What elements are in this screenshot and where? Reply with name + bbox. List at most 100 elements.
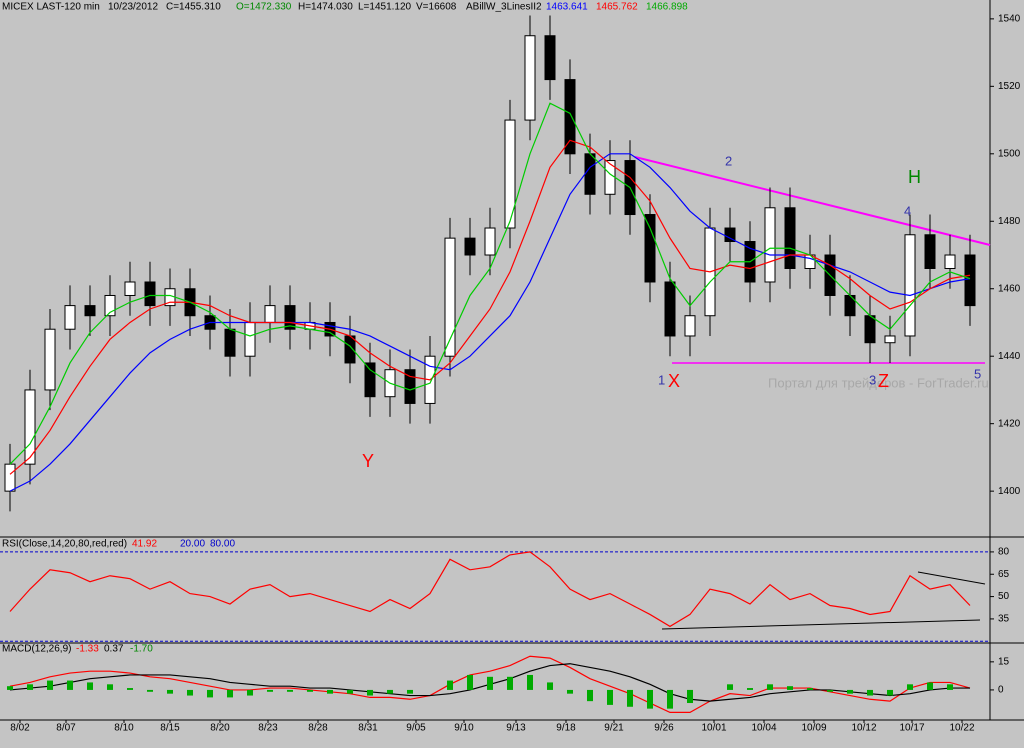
- candle-body: [364, 362, 376, 398]
- y-tick-label: 1400: [998, 486, 1021, 497]
- histogram-bar: [67, 680, 73, 690]
- y-tick-label: 1520: [998, 81, 1021, 92]
- histogram-bar: [407, 689, 413, 694]
- histogram-bar: [487, 676, 493, 690]
- histogram-bar: [147, 689, 153, 692]
- x-tick-label: 9/21: [604, 723, 624, 734]
- histogram-bar: [907, 684, 913, 690]
- x-tick-label: 10/04: [751, 723, 776, 734]
- candle-body: [4, 463, 16, 492]
- histogram-bar: [87, 682, 93, 690]
- x-tick-label: 10/01: [701, 723, 726, 734]
- macd-title: MACD(12,26,9): [2, 644, 71, 655]
- wave-label: H: [908, 167, 921, 187]
- candle-body: [464, 237, 476, 256]
- indicator: ABillW_3LinesII2: [466, 2, 542, 13]
- trend-line: [634, 156, 991, 246]
- histogram-bar: [207, 689, 213, 698]
- y-tick-label: 1500: [998, 148, 1021, 159]
- y-tick-label: 1460: [998, 283, 1021, 294]
- candle-body: [544, 35, 556, 81]
- x-tick-label: 8/20: [210, 723, 230, 734]
- x-tick-label: 9/13: [506, 723, 526, 734]
- candle-body: [784, 207, 796, 270]
- candle-body: [144, 281, 156, 307]
- candle-body: [964, 254, 976, 307]
- x-tick-label: 9/05: [406, 723, 426, 734]
- histogram-bar: [767, 684, 773, 690]
- histogram-bar: [307, 689, 313, 692]
- candle-body: [264, 305, 276, 323]
- histogram-bar: [647, 689, 653, 709]
- series-line: [9, 102, 971, 465]
- rsi-title: RSI(Close,14,20,80,red,red): [2, 539, 127, 550]
- candle-body: [644, 214, 656, 283]
- candle-body: [64, 305, 76, 330]
- x-tick-label: 8/23: [258, 723, 278, 734]
- x-tick-label: 9/26: [654, 723, 674, 734]
- series-line: [9, 153, 971, 492]
- annotations: Портал для трейдеров - ForTrader.ru Y 1 …: [362, 153, 989, 470]
- histogram-bar: [287, 689, 293, 692]
- y-tick-label: 15: [998, 656, 1010, 667]
- histogram-bar: [807, 688, 813, 690]
- symbol: MICEX LAST-120 min: [2, 2, 100, 13]
- histogram-bar: [187, 689, 193, 696]
- rsi-trend-line: [661, 619, 981, 630]
- histogram-bar: [867, 689, 873, 696]
- y-tick-label: 80: [998, 547, 1010, 558]
- line-value: 1465.762: [596, 2, 638, 13]
- candle-body: [284, 305, 296, 330]
- histogram-bar: [47, 680, 53, 690]
- candle-body: [24, 389, 36, 465]
- histogram-bar: [587, 689, 593, 702]
- histogram-bar: [527, 674, 533, 690]
- y-tick-label: 65: [998, 569, 1010, 580]
- x-tick-label: 8/07: [56, 723, 76, 734]
- histogram-bar: [267, 689, 273, 692]
- marks: 1400142014401460148015001520154035506580…: [0, 14, 1021, 734]
- histogram-bar: [667, 689, 673, 709]
- point-label: 2: [725, 153, 732, 168]
- header: MICEX LAST-120 min 10/23/2012 C=1455.310…: [2, 2, 688, 13]
- histogram-bar: [27, 684, 33, 690]
- candle-body: [484, 227, 496, 256]
- histogram-bar: [107, 684, 113, 690]
- candle-body: [944, 254, 956, 270]
- x-tick-label: 8/28: [308, 723, 328, 734]
- x-tick-label: 10/12: [851, 723, 876, 734]
- histogram-bar: [547, 682, 553, 690]
- volume: V=16608: [416, 2, 457, 13]
- series-line: [9, 551, 971, 628]
- close: C=1455.310: [166, 2, 221, 13]
- histogram-bar: [567, 689, 573, 694]
- point-label: 3: [869, 372, 876, 387]
- histogram-bar: [887, 689, 893, 696]
- y-tick-label: 1540: [998, 14, 1021, 25]
- level-label: 80.00: [210, 539, 235, 550]
- open: O=1472.330: [236, 2, 292, 13]
- point-label: 5: [974, 366, 981, 381]
- candle-body: [764, 207, 776, 283]
- candle-body: [84, 305, 96, 317]
- level-label: 20.00: [180, 539, 205, 550]
- y-tick-label: 35: [998, 614, 1010, 625]
- histogram-bar: [127, 688, 133, 690]
- candle-body: [564, 79, 576, 155]
- x-tick-label: 10/09: [801, 723, 826, 734]
- x-tick-label: 8/15: [160, 723, 180, 734]
- x-tick-label: 10/22: [949, 723, 974, 734]
- candle-body: [444, 237, 456, 357]
- histogram-bar: [627, 689, 633, 707]
- x-tick-label: 8/31: [358, 723, 378, 734]
- candle-body: [44, 328, 56, 391]
- y-tick-label: 1480: [998, 216, 1021, 227]
- candle-body: [864, 315, 876, 344]
- candle-body: [684, 315, 696, 337]
- histogram-bar: [347, 689, 353, 694]
- candle-body: [884, 335, 896, 344]
- wave-label: X: [668, 371, 680, 391]
- candle-body: [904, 234, 916, 337]
- candle-body: [664, 281, 676, 337]
